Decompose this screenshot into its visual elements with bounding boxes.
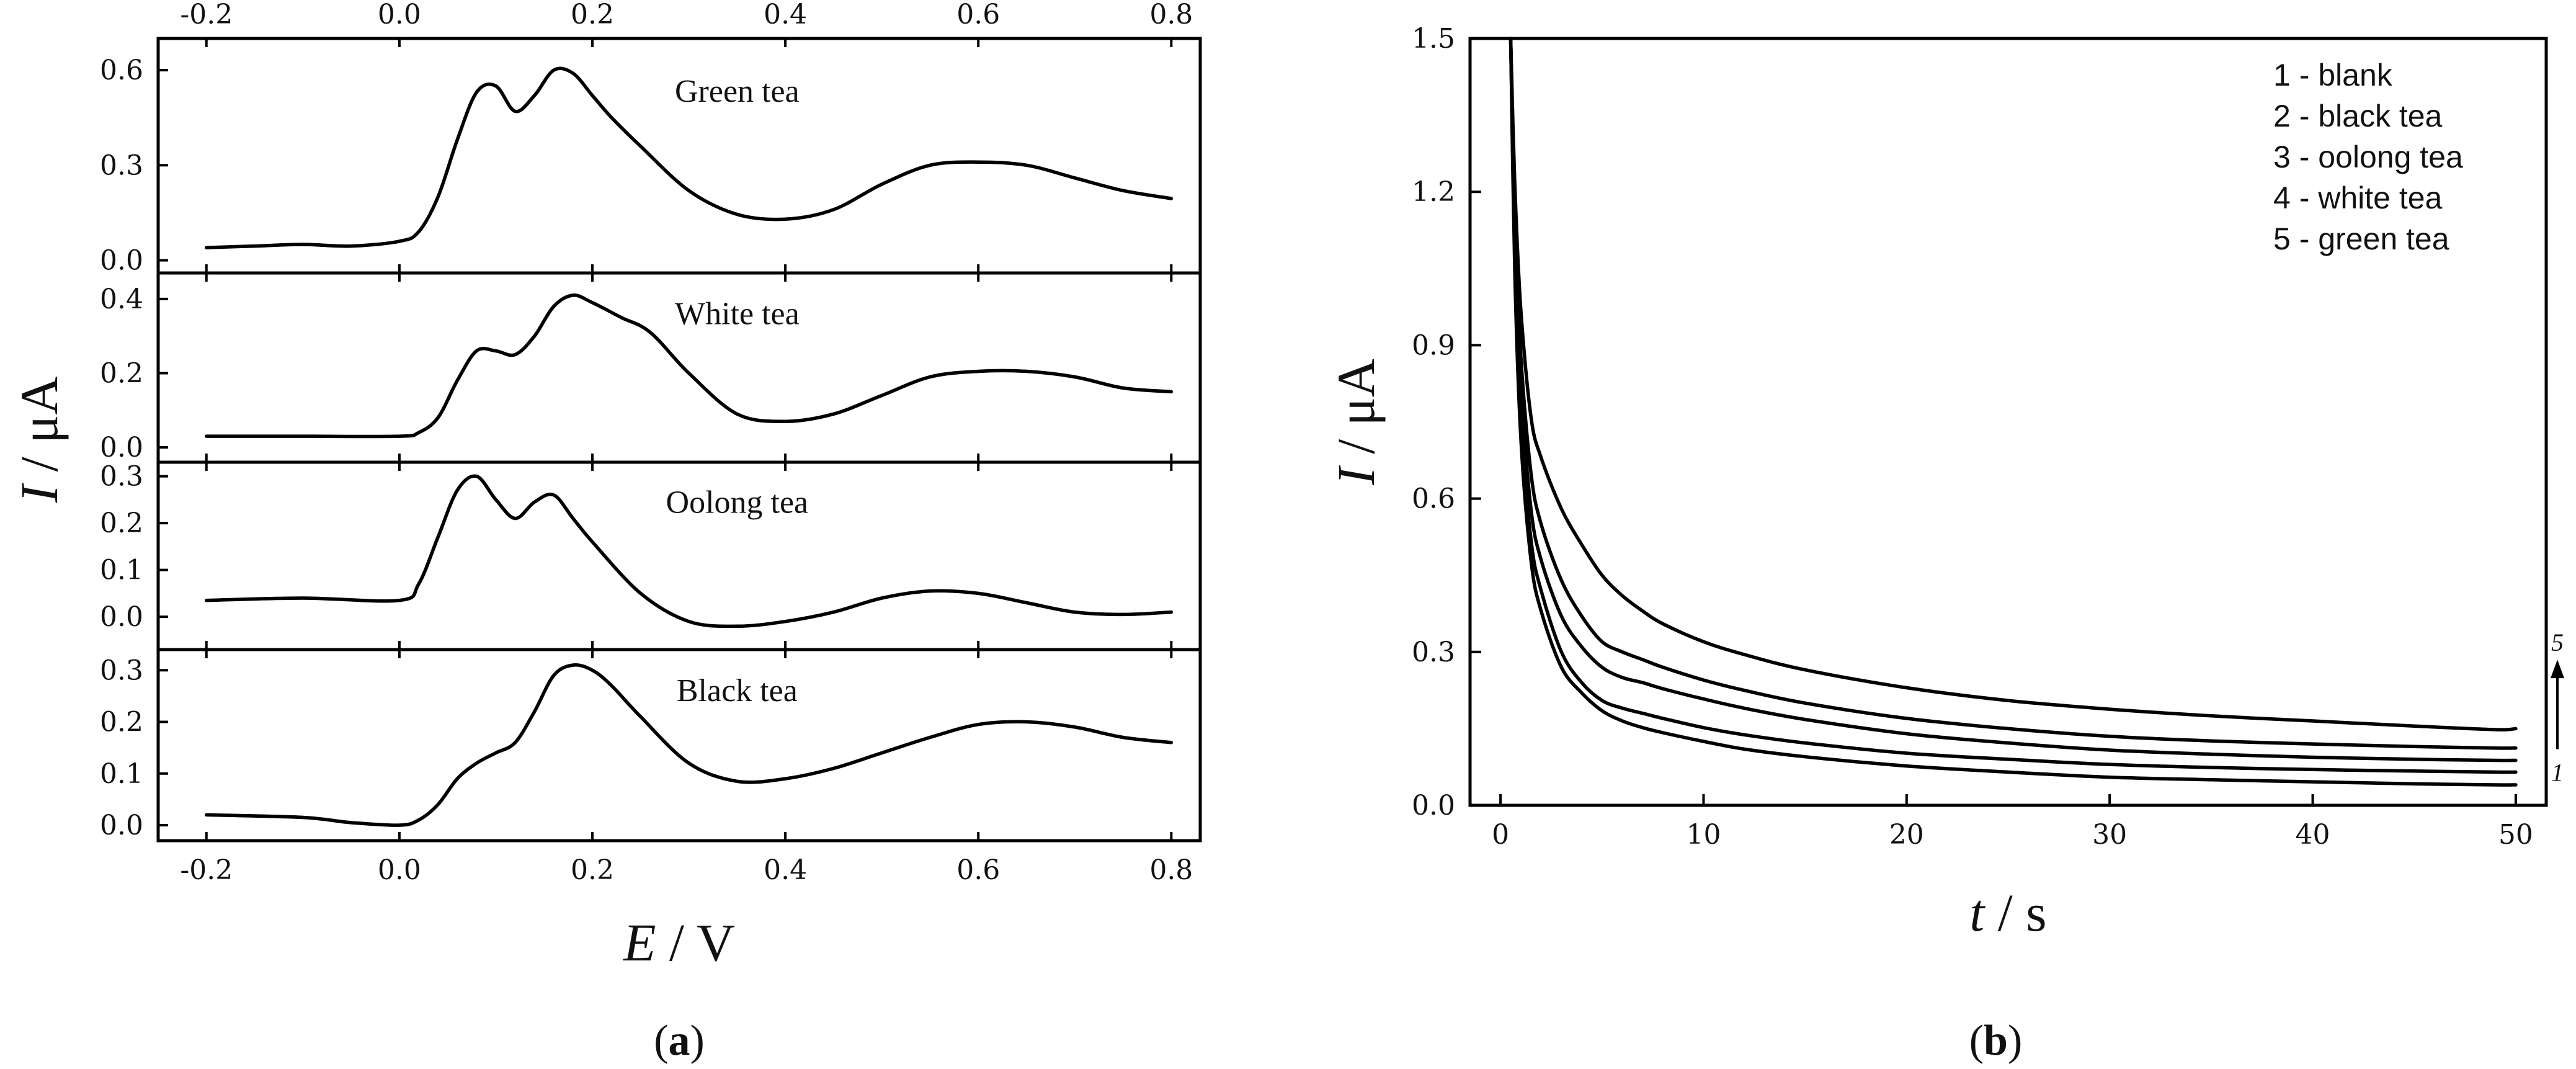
subplot-frame	[156, 648, 1202, 843]
trend-arrow-head	[2551, 660, 2564, 679]
subplot-oolong-tea: 0.0 0.1 0.2 0.3 Oolong tea	[100, 460, 1202, 651]
y-tick-label: 0.0	[100, 810, 143, 841]
subplot-white-tea: 0.0 0.2 0.4 White tea	[100, 271, 1202, 464]
x-tick-label: 0	[1492, 819, 1509, 851]
series-line-5	[1509, 37, 2518, 731]
y-tick-label: 0.6	[100, 55, 143, 86]
series-line-4	[1509, 37, 2518, 750]
y-tick-label: 1.2	[1412, 176, 1455, 208]
subplot-green-tea: 0.0 0.3 0.6 Green tea	[100, 37, 1202, 277]
subplot-black-tea: 0.0 0.1 0.2 0.3 Black tea	[100, 648, 1202, 843]
subplot-label: Green tea	[675, 74, 800, 109]
y-tick-label: 1.5	[1412, 23, 1455, 55]
x-tick-label: 30	[2092, 819, 2127, 851]
y-tick-label: 0.0	[100, 432, 143, 463]
series-line-oolong-tea	[205, 474, 1174, 628]
top-x-tick-label: 0.4	[764, 0, 807, 30]
series-line-black-tea	[205, 663, 1174, 827]
subplot-label: White tea	[675, 296, 800, 331]
panel-caption-b: (b)	[1969, 1017, 2023, 1065]
chart-b: 0.0 0.3 0.6 0.9 1.2 1.5 0 10 20 30 40 50 1 - blank 2 …	[1326, 23, 2564, 1065]
y-tick-label: 0.1	[100, 758, 143, 790]
top-x-tick-label: 0.6	[956, 0, 1000, 30]
y-tick-label: 0.3	[100, 655, 143, 686]
y-tick-label: 0.2	[100, 508, 143, 539]
subplot-label: Black tea	[677, 673, 798, 709]
legend-entry: 3 - oolong tea	[2273, 140, 2463, 174]
x-tick-label: 40	[2296, 819, 2330, 851]
series-line-white-tea	[205, 293, 1174, 439]
trend-label-start: 1	[2551, 759, 2564, 787]
y-axis-label: I / μA	[9, 377, 69, 504]
plot-frame	[1468, 37, 2548, 807]
y-tick-label: 0.0	[100, 245, 143, 277]
x-tick-label: -0.2	[180, 854, 233, 886]
x-tick-label: 0.6	[956, 854, 1000, 886]
x-tick-label: 0.8	[1149, 854, 1193, 886]
top-x-tick-label: 0.0	[378, 0, 421, 30]
y-tick-label: 0.1	[100, 555, 143, 586]
subplot-label: Oolong tea	[666, 485, 809, 521]
top-x-tick-label: 0.2	[571, 0, 614, 30]
y-tick-label: 0.3	[100, 150, 143, 181]
y-tick-label: 0.0	[100, 601, 143, 633]
legend-entry: 1 - blank	[2273, 58, 2393, 92]
y-tick-label: 0.3	[100, 461, 143, 493]
top-x-tick-label: 0.8	[1149, 0, 1193, 30]
y-tick-label: 0.3	[1412, 637, 1455, 668]
series-line-2	[1509, 37, 2518, 774]
top-x-tick-label: -0.2	[180, 0, 233, 30]
x-axis-label: t / s	[1969, 883, 2046, 942]
x-tick-label: 0.4	[764, 854, 807, 886]
x-tick-label: 0.2	[571, 854, 614, 886]
legend-entry: 5 - green tea	[2273, 221, 2449, 256]
y-tick-label: 0.6	[1412, 483, 1455, 515]
x-axis-label: E / V	[622, 913, 735, 972]
legend-entry: 4 - white tea	[2273, 181, 2443, 215]
y-tick-label: 0.2	[100, 357, 143, 389]
y-tick-label: 0.4	[100, 284, 143, 315]
legend-entry: 2 - black tea	[2273, 99, 2443, 133]
x-tick-label: 0.0	[378, 854, 421, 886]
series-line-3	[1509, 37, 2518, 763]
x-tick-label: 50	[2498, 819, 2533, 851]
series-line-green-tea	[205, 66, 1174, 249]
y-axis-label: I / μA	[1326, 359, 1386, 486]
x-tick-label: 20	[1889, 819, 1924, 851]
panel-caption-a: (a)	[654, 1017, 705, 1065]
trend-label-end: 5	[2551, 628, 2564, 656]
y-tick-label: 0.0	[1412, 790, 1455, 821]
y-tick-label: 0.2	[100, 707, 143, 738]
x-tick-label: 10	[1686, 819, 1721, 851]
y-tick-label: 0.9	[1412, 329, 1455, 361]
